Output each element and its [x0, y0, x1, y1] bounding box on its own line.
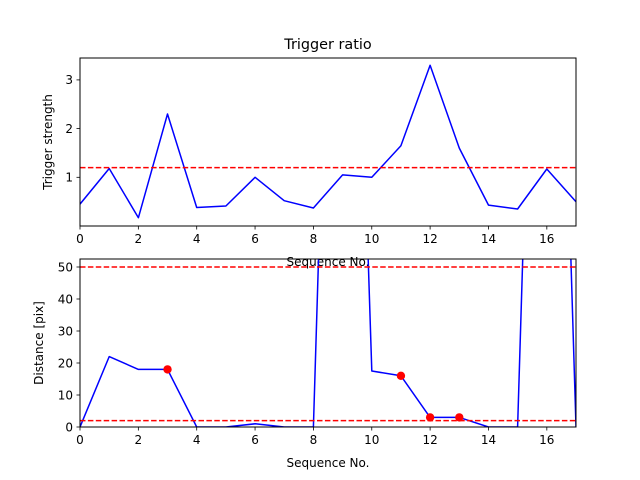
- top-x-tick-label-2: 4: [193, 232, 201, 246]
- top-plot-area: [80, 64, 576, 219]
- top-y-tick-label-2: 3: [65, 73, 73, 87]
- top-x-tick-label-7: 14: [481, 232, 496, 246]
- bottom-series-line-0: [80, 259, 576, 427]
- bottom-plot-area: [80, 259, 576, 427]
- top-series-line-0: [80, 64, 576, 219]
- bottom-y-axis-label: Distance [pix]: [32, 301, 46, 385]
- top-axes-frame: [79, 57, 577, 227]
- bottom-axis-ticks: 0 2 4 6 8 10 12 14 16 0 10 20 30 40 50: [58, 260, 555, 447]
- bottom-marker-0: [163, 365, 172, 374]
- bottom-x-tick-label-7: 14: [481, 433, 496, 447]
- bottom-y-tick-label-3: 30: [58, 324, 73, 338]
- top-y-axis-label: Trigger strength: [41, 94, 55, 191]
- bottom-marker-1: [396, 371, 406, 380]
- bottom-x-tick-label-8: 16: [539, 433, 554, 447]
- top-x-tick-label-1: 2: [135, 232, 143, 246]
- bottom-x-tick-label-0: 0: [76, 433, 84, 447]
- bottom-x-tick-label-5: 10: [364, 433, 379, 447]
- top-chart-title: Trigger ratio: [283, 37, 372, 53]
- bottom-x-tick-label-2: 4: [193, 433, 201, 447]
- top-y-tick-label-1: 2: [65, 122, 73, 136]
- top-x-tick-label-4: 8: [310, 232, 318, 246]
- top-x-tick-label-5: 10: [364, 232, 379, 246]
- bottom-y-tick-label-2: 20: [58, 356, 73, 370]
- bottom-y-tick-label-4: 40: [58, 292, 73, 306]
- top-x-tick-label-3: 6: [251, 232, 259, 246]
- bottom-x-tick-label-4: 8: [310, 433, 318, 447]
- bottom-y-tick-label-1: 10: [58, 388, 73, 402]
- bottom-x-tick-label-1: 2: [135, 433, 143, 447]
- top-x-tick-label-0: 0: [76, 232, 84, 246]
- bottom-y-tick-label-0: 0: [65, 420, 73, 434]
- bottom-subplot: 0 2 4 6 8 10 12 14 16 0 10 20 30 40 50 Sequence No. Di…: [32, 258, 577, 470]
- bottom-x-axis-label: Sequence No.: [287, 456, 370, 470]
- top-x-tick-label-8: 16: [539, 232, 554, 246]
- bottom-y-tick-label-5: 50: [58, 260, 73, 274]
- bottom-marker-3: [455, 413, 464, 422]
- bottom-marker-2: [425, 413, 435, 422]
- bottom-x-tick-label-3: 6: [251, 433, 259, 447]
- bottom-x-tick-label-6: 12: [422, 433, 437, 447]
- top-y-tick-label-0: 1: [65, 171, 73, 185]
- bottom-axes-frame: [79, 258, 577, 428]
- top-x-tick-label-6: 12: [422, 232, 437, 246]
